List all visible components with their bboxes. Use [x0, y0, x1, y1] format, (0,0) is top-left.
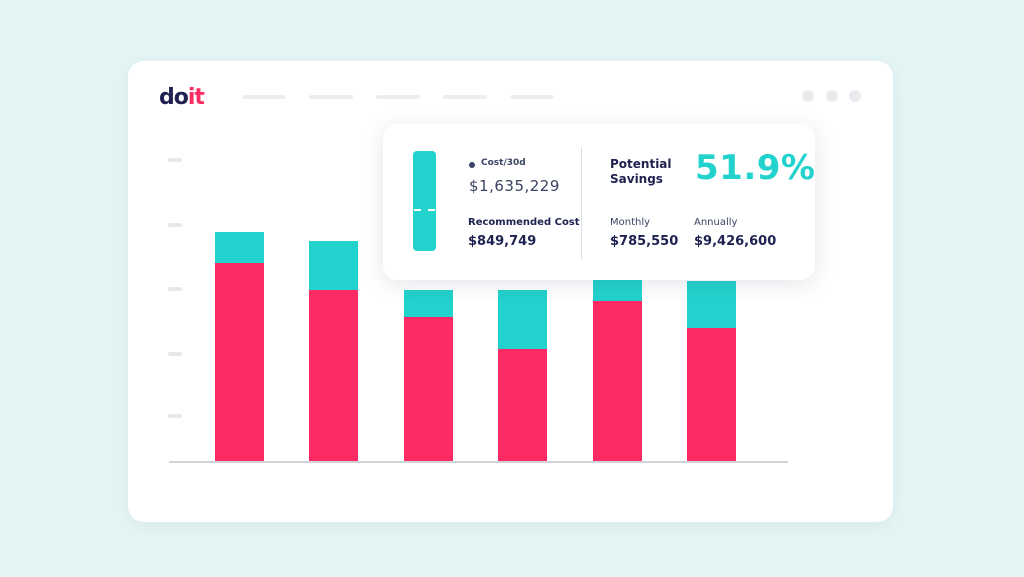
cost-30d-value: $1,635,229 — [469, 177, 560, 195]
y-tick-placeholder — [168, 414, 182, 418]
annually-value: $9,426,600 — [694, 234, 777, 249]
recommended-cost-label: Recommended Cost — [468, 217, 580, 228]
annually-label: Annually — [694, 217, 738, 228]
savings-mini-bar-icon — [413, 151, 436, 251]
nav-item-placeholder[interactable] — [309, 95, 353, 99]
y-tick-placeholder — [168, 158, 182, 162]
bar-actual-cost[interactable] — [403, 317, 453, 461]
bar-potential-savings[interactable] — [498, 290, 548, 349]
window-control-dot[interactable] — [826, 90, 838, 102]
nav-item-placeholder[interactable] — [376, 95, 420, 99]
potential-savings-label: Potential Savings — [610, 157, 672, 186]
popup-divider — [581, 147, 582, 259]
x-axis-line — [169, 461, 788, 463]
savings-percent: 51.9% — [695, 148, 816, 188]
mini-bar-dash — [414, 209, 435, 211]
cost-bullet-icon — [469, 162, 475, 168]
monthly-value: $785,550 — [610, 234, 679, 249]
bar-actual-cost[interactable] — [309, 290, 359, 461]
logo-text-it: it — [187, 85, 205, 110]
nav-item-placeholder[interactable] — [443, 95, 487, 99]
window-control-dot[interactable] — [849, 90, 861, 102]
nav-item-placeholder[interactable] — [242, 95, 286, 99]
logo-text-do: do — [159, 85, 189, 110]
cost-30d-label: Cost/30d — [481, 158, 526, 168]
bar-actual-cost[interactable] — [687, 328, 736, 461]
bar-actual-cost[interactable] — [215, 263, 264, 461]
y-tick-placeholder — [168, 352, 182, 356]
bar-potential-savings[interactable] — [309, 240, 359, 290]
doit-logo[interactable]: doit — [159, 84, 205, 112]
bar-potential-savings[interactable] — [403, 290, 453, 317]
window-control-dot[interactable] — [802, 90, 814, 102]
bar-actual-cost[interactable] — [592, 301, 642, 461]
monthly-label: Monthly — [610, 217, 651, 228]
nav-item-placeholder[interactable] — [510, 95, 554, 99]
savings-popup: Cost/30d $1,635,229 Recommended Cost $84… — [383, 124, 815, 280]
bar-actual-cost[interactable] — [498, 348, 548, 461]
bar-potential-savings[interactable] — [215, 231, 264, 263]
recommended-cost-value: $849,749 — [468, 234, 537, 249]
y-tick-placeholder — [168, 287, 182, 291]
bar-potential-savings[interactable] — [687, 281, 736, 329]
y-tick-placeholder — [168, 223, 182, 227]
